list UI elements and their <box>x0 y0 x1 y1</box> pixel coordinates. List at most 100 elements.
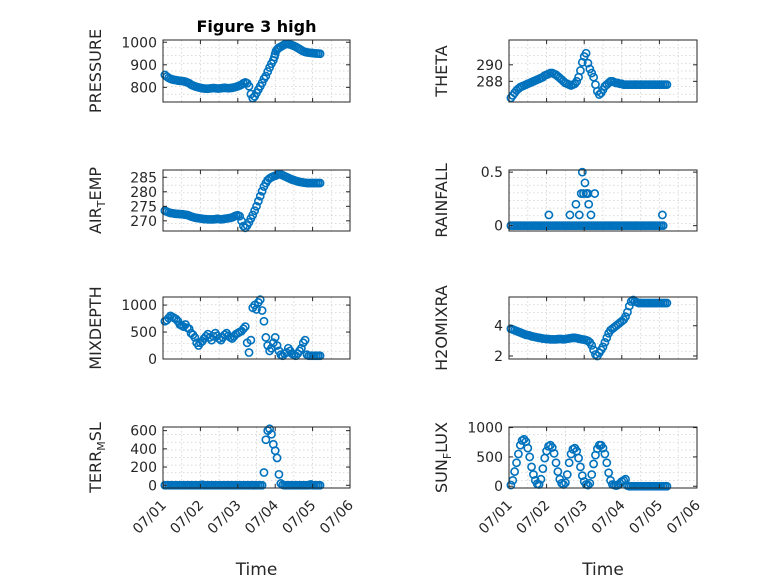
data-point <box>267 429 276 439</box>
data-series <box>506 167 668 231</box>
data-point <box>239 324 248 334</box>
data-point <box>589 459 598 469</box>
data-point <box>296 343 306 353</box>
data-point <box>248 210 258 220</box>
data-point <box>600 337 610 347</box>
data-point <box>561 478 570 488</box>
data-point <box>253 196 263 206</box>
data-point <box>190 333 200 342</box>
data-point <box>255 191 265 201</box>
data-point <box>562 470 572 479</box>
y-axis-label: THETA <box>432 45 451 97</box>
data-point <box>315 178 325 188</box>
data-series <box>160 169 325 233</box>
y-tick-label: 2 <box>494 349 503 365</box>
grid-lines <box>509 427 697 488</box>
axes-box <box>508 426 698 489</box>
data-point <box>523 443 533 453</box>
data-point <box>244 81 254 91</box>
data-point <box>259 316 269 326</box>
data-point <box>572 76 582 86</box>
y-tick-label: 4 <box>494 319 503 335</box>
data-point <box>580 178 590 188</box>
y-tick-label: 200 <box>130 460 157 476</box>
data-point <box>519 434 529 444</box>
y-tick-label: 0 <box>494 219 503 235</box>
data-point <box>587 68 597 78</box>
axes-box <box>162 426 351 489</box>
data-point <box>583 58 593 68</box>
y-tick-label: 285 <box>130 170 157 186</box>
data-point <box>584 199 594 209</box>
data-point <box>604 468 614 478</box>
y-tick-label: 1000 <box>467 421 503 437</box>
y-tick-label: 288 <box>476 74 503 90</box>
data-point <box>536 474 546 484</box>
axes-box <box>508 169 698 232</box>
data-point <box>577 57 587 67</box>
y-tick-label: 270 <box>130 214 157 230</box>
axes-box <box>162 169 351 232</box>
y-tick-label: 400 <box>130 442 157 458</box>
data-point <box>587 340 597 350</box>
y-tick-label: 0.5 <box>481 165 503 181</box>
data-point <box>662 80 672 90</box>
y-axis-label: AIRTEMP <box>86 167 108 234</box>
data-point <box>259 468 269 477</box>
data-point <box>261 71 271 81</box>
data-point <box>257 78 267 88</box>
data-point <box>574 210 584 220</box>
data-point <box>590 189 600 198</box>
grid-lines <box>163 427 350 488</box>
x-axis-label: Time <box>235 560 278 580</box>
data-point <box>571 199 581 209</box>
data-point <box>549 448 559 458</box>
data-point <box>565 210 575 220</box>
data-point <box>240 322 250 332</box>
data-point <box>564 458 574 468</box>
data-point <box>261 333 271 342</box>
y-tick-label: 500 <box>130 325 157 341</box>
data-point <box>274 469 284 479</box>
y-axis-label: RAINFALL <box>432 163 451 238</box>
data-point <box>250 206 260 216</box>
data-point <box>263 67 273 76</box>
data-point <box>235 211 245 221</box>
axes-box <box>162 39 351 103</box>
data-series <box>506 434 672 491</box>
y-tick-label: 290 <box>476 58 503 74</box>
data-point <box>272 453 282 463</box>
data-point <box>512 458 521 468</box>
data-point <box>621 312 630 322</box>
data-point <box>544 210 554 220</box>
axes-box <box>508 39 698 103</box>
subplot-rainfall: 0 0.5 RAINFALL <box>432 163 698 238</box>
data-point <box>257 186 267 196</box>
data-point <box>547 443 557 452</box>
data-point <box>662 298 672 308</box>
data-point <box>586 210 596 220</box>
data-point <box>577 167 587 177</box>
subplot-pressure: 800 900 1000 PRESSURE Figure 3 high <box>86 17 351 113</box>
data-point <box>598 342 608 352</box>
axes-box <box>162 296 351 360</box>
data-point <box>553 467 563 476</box>
data-point <box>255 295 265 305</box>
data-point <box>315 480 325 490</box>
data-point <box>270 333 280 342</box>
data-point <box>510 467 520 476</box>
data-point <box>527 462 536 472</box>
data-point <box>184 324 194 334</box>
data-point <box>658 221 668 231</box>
data-point <box>581 48 591 58</box>
data-point <box>577 471 587 481</box>
data-point <box>602 458 612 468</box>
data-point <box>244 348 254 357</box>
data-point <box>265 424 274 434</box>
data-point <box>600 449 610 459</box>
data-point <box>624 301 634 311</box>
data-series <box>160 39 325 103</box>
data-point <box>602 333 612 343</box>
